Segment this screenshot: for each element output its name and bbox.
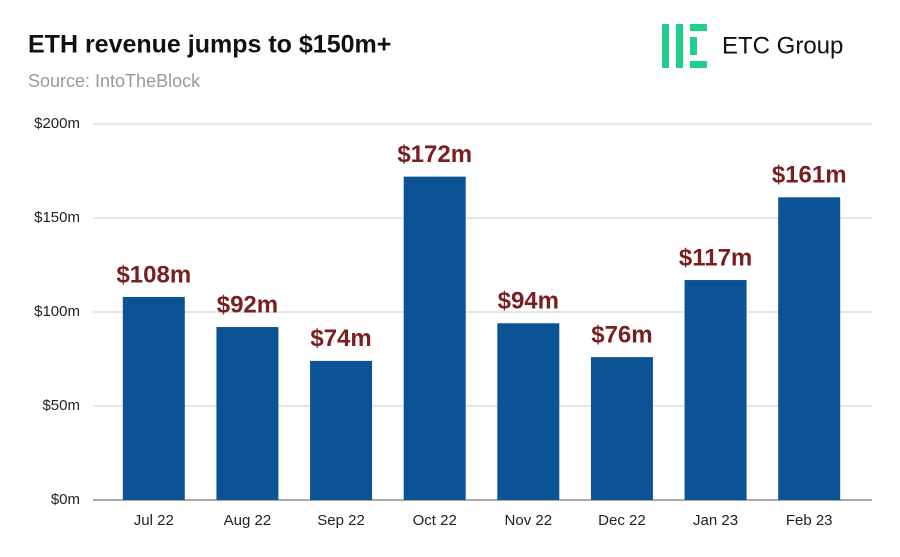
bar bbox=[216, 327, 279, 500]
bar bbox=[778, 197, 841, 500]
y-tick-label: $200m bbox=[34, 115, 80, 132]
x-tick-label: Nov 22 bbox=[505, 512, 553, 529]
data-label: $94m bbox=[498, 288, 559, 315]
data-label: $117m bbox=[679, 244, 752, 271]
chart-title: ETH revenue jumps to $150m+ bbox=[28, 31, 391, 59]
bar bbox=[403, 176, 466, 500]
y-tick-label: $100m bbox=[34, 303, 80, 320]
data-label: $108m bbox=[116, 261, 191, 288]
data-label: $76m bbox=[591, 321, 652, 348]
bar bbox=[497, 323, 560, 500]
x-tick-label: Aug 22 bbox=[224, 512, 272, 529]
logo-text: ETC Group bbox=[722, 32, 843, 59]
y-tick-label: $50m bbox=[42, 397, 80, 414]
chart-subtitle: Source: IntoTheBlock bbox=[28, 71, 201, 91]
y-tick-label: $150m bbox=[34, 209, 80, 226]
x-tick-label: Jul 22 bbox=[134, 512, 174, 529]
logo-icon bbox=[662, 24, 707, 68]
y-tick-label: $0m bbox=[51, 491, 80, 508]
x-tick-label: Oct 22 bbox=[413, 512, 457, 529]
x-tick-label: Sep 22 bbox=[317, 512, 365, 529]
bar bbox=[310, 360, 373, 500]
bar bbox=[590, 357, 653, 500]
data-label: $161m bbox=[772, 162, 847, 189]
data-label: $172m bbox=[397, 141, 472, 168]
x-tick-label: Dec 22 bbox=[598, 512, 646, 529]
data-label: $74m bbox=[310, 325, 371, 352]
x-tick-label: Feb 23 bbox=[786, 512, 833, 529]
bar bbox=[122, 296, 185, 500]
bar bbox=[684, 280, 747, 500]
data-label: $92m bbox=[217, 291, 278, 318]
x-tick-label: Jan 23 bbox=[693, 512, 738, 529]
